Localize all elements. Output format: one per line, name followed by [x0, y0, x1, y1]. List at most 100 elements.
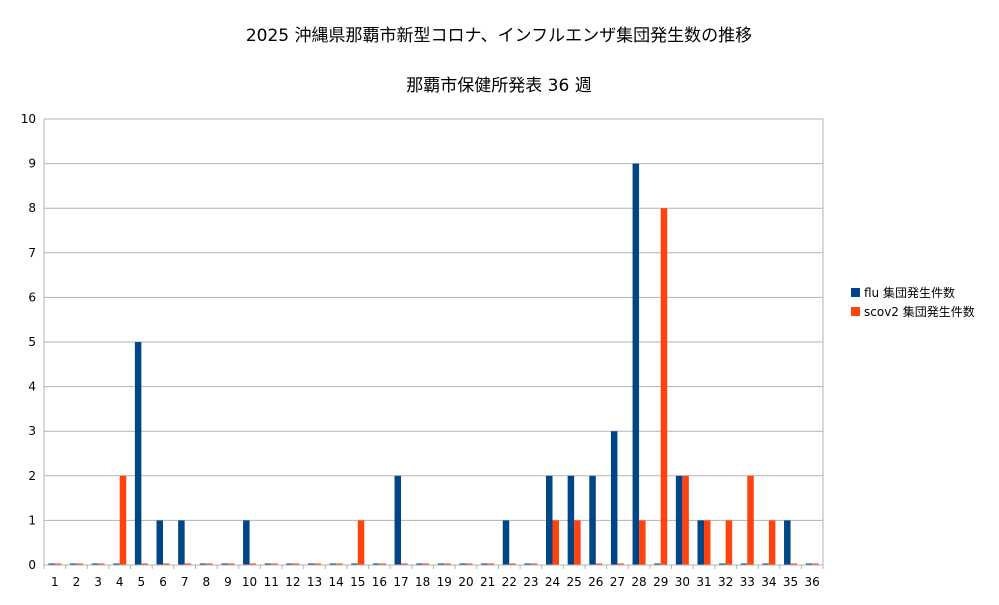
- y-tick-label: 4: [28, 380, 36, 394]
- bar-flu: [156, 520, 164, 565]
- x-tick-label: 24: [545, 575, 560, 589]
- bar-scov2: [595, 563, 603, 565]
- bar-scov2: [682, 475, 689, 565]
- x-tick-label: 21: [480, 575, 495, 589]
- bar-flu: [437, 563, 445, 565]
- bar-scov2: [184, 563, 192, 565]
- bar-scov2: [552, 520, 560, 565]
- x-tick-label: 20: [458, 575, 473, 589]
- bar-scov2: [336, 563, 343, 565]
- bar-flu: [264, 563, 272, 565]
- y-tick-label: 10: [21, 112, 36, 126]
- chart-subtitle: 那覇市保健所発表 36 週: [406, 76, 591, 96]
- bar-flu: [805, 563, 813, 565]
- y-tick-label: 9: [28, 157, 36, 171]
- bar-scov2: [790, 563, 798, 565]
- x-tick-label: 35: [783, 575, 798, 589]
- bar-flu: [459, 563, 466, 565]
- legend: flu 集団発生件数 scov2 集団発生件数: [851, 285, 975, 319]
- bar-scov2: [249, 563, 257, 565]
- x-tick-label: 3: [94, 575, 102, 589]
- x-tick-label: 14: [328, 575, 343, 589]
- bar-flu: [632, 163, 640, 565]
- x-tick-label: 8: [202, 575, 210, 589]
- bar-scov2: [703, 520, 711, 565]
- x-tick-label: 7: [181, 575, 189, 589]
- bar-flu: [394, 475, 402, 565]
- bar-flu: [199, 563, 207, 565]
- bar-flu: [567, 475, 575, 565]
- x-tick-label: 15: [350, 575, 365, 589]
- y-tick-label: 5: [28, 335, 36, 349]
- bar-flu: [351, 563, 358, 565]
- bar-scov2: [163, 563, 170, 565]
- bar-flu: [654, 563, 661, 565]
- x-tick-label: 25: [567, 575, 582, 589]
- x-tick-label: 23: [523, 575, 538, 589]
- bar-scov2: [292, 563, 300, 565]
- legend-swatch-scov2: [851, 307, 860, 316]
- x-tick-label: 1: [51, 575, 59, 589]
- bar-scov2: [812, 563, 819, 565]
- bar-flu: [329, 563, 337, 565]
- bar-flu: [286, 563, 293, 565]
- x-tick-label: 5: [138, 575, 146, 589]
- bar-flu: [719, 563, 726, 565]
- bar-scov2: [422, 563, 430, 565]
- x-tick-label: 19: [437, 575, 452, 589]
- y-tick-label: 2: [28, 469, 36, 483]
- grid-lines: [44, 118, 823, 566]
- bar-flu: [481, 563, 488, 565]
- bar-flu: [372, 563, 380, 565]
- bar-flu: [610, 431, 618, 565]
- x-tick-label: 18: [415, 575, 430, 589]
- x-tick-label: 4: [116, 575, 124, 589]
- bar-scov2: [54, 563, 62, 565]
- bar-scov2: [227, 563, 235, 565]
- x-tick-label: 27: [610, 575, 625, 589]
- x-tick-label: 13: [307, 575, 322, 589]
- bar-flu: [675, 475, 683, 565]
- bar-scov2: [574, 520, 581, 565]
- bar-scov2: [768, 520, 776, 565]
- bar-flu: [546, 475, 553, 565]
- bar-flu: [589, 475, 596, 565]
- bar-scov2: [509, 563, 516, 565]
- legend-label-flu: flu 集団発生件数: [864, 285, 955, 300]
- bar-scov2: [487, 563, 495, 565]
- bar-flu: [134, 342, 142, 565]
- bar-scov2: [98, 563, 105, 565]
- bar-scov2: [465, 563, 473, 565]
- bar-scov2: [357, 520, 365, 565]
- bar-flu: [524, 563, 531, 565]
- bars: [48, 163, 819, 565]
- bar-flu: [221, 563, 228, 565]
- legend-swatch-flu: [851, 288, 860, 297]
- bar-flu: [91, 563, 99, 565]
- x-tick-label: 36: [805, 575, 820, 589]
- x-tick-label: 32: [718, 575, 733, 589]
- bar-scov2: [76, 563, 83, 565]
- bar-flu: [243, 520, 250, 565]
- bar-scov2: [617, 563, 624, 565]
- y-tick-label: 8: [28, 201, 36, 215]
- bar-flu: [69, 563, 77, 565]
- legend-label-scov2: scov2 集団発生件数: [864, 304, 975, 319]
- bar-scov2: [444, 563, 451, 565]
- bar-scov2: [141, 563, 148, 565]
- y-tick-label: 6: [28, 290, 36, 304]
- bar-scov2: [639, 520, 646, 565]
- x-tick-label: 16: [372, 575, 387, 589]
- bar-flu: [502, 520, 510, 565]
- bar-scov2: [530, 563, 538, 565]
- bar-flu: [307, 563, 315, 565]
- x-tick-label: 29: [653, 575, 668, 589]
- x-tick-label: 33: [740, 575, 755, 589]
- bar-scov2: [379, 563, 386, 565]
- x-tick-label: 11: [264, 575, 279, 589]
- y-tick-label: 7: [28, 246, 36, 260]
- x-tick-label: 26: [588, 575, 603, 589]
- y-tick-label: 1: [28, 513, 36, 527]
- y-tick-label: 0: [28, 558, 36, 572]
